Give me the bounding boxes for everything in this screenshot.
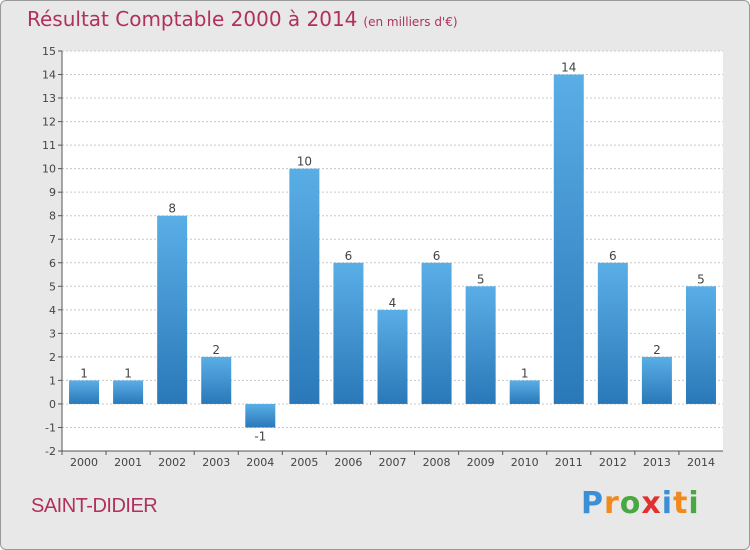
- bar-value-label: 5: [697, 272, 705, 286]
- x-tick-label: 2004: [246, 456, 274, 469]
- y-tick-label: 3: [49, 327, 56, 340]
- bar: [377, 309, 408, 404]
- y-tick-label: 9: [49, 186, 56, 199]
- y-tick-label: 14: [42, 69, 56, 82]
- x-tick-label: 2003: [202, 456, 230, 469]
- y-tick-label: 2: [49, 351, 56, 364]
- bar: [553, 74, 584, 404]
- bar-value-label: 6: [609, 249, 617, 263]
- bar-value-label: 6: [345, 249, 353, 263]
- bar: [465, 286, 496, 404]
- x-tick-label: 2007: [379, 456, 407, 469]
- bar-value-label: 1: [124, 366, 132, 380]
- logo-letter: i: [688, 486, 700, 521]
- x-tick-label: 2013: [643, 456, 671, 469]
- x-tick-label: 2012: [599, 456, 627, 469]
- bar: [157, 215, 188, 404]
- bar: [245, 403, 276, 428]
- bar-value-label: 5: [477, 272, 485, 286]
- x-tick-label: 2002: [158, 456, 186, 469]
- y-tick-label: 15: [42, 45, 56, 58]
- bar: [421, 262, 452, 404]
- x-tick-label: 2006: [334, 456, 362, 469]
- bar: [69, 380, 100, 404]
- proxiti-logo: Proxiti: [581, 486, 700, 521]
- y-tick-label: 5: [49, 280, 56, 293]
- x-tick-label: 2008: [423, 456, 451, 469]
- logo-letter: i: [661, 486, 674, 521]
- logo-letter: r: [604, 486, 620, 521]
- logo-letter: t: [673, 486, 689, 521]
- bar: [201, 356, 232, 404]
- bar-value-label: 8: [168, 202, 176, 216]
- bar-value-label: 1: [521, 366, 529, 380]
- bar: [597, 262, 628, 404]
- logo-letter: o: [619, 486, 642, 521]
- y-tick-label: 7: [49, 233, 56, 246]
- x-tick-label: 2014: [687, 456, 715, 469]
- x-tick-label: 2011: [555, 456, 583, 469]
- logo-letter: x: [641, 486, 662, 521]
- place-name: SAINT-DIDIER: [31, 495, 158, 517]
- title-text: Résultat Comptable 2000 à 2014: [27, 7, 358, 31]
- bar: [289, 168, 320, 404]
- bar-value-label: 14: [561, 61, 576, 75]
- bar-value-label: 4: [389, 296, 397, 310]
- x-tick-label: 2001: [114, 456, 142, 469]
- y-tick-label: 0: [49, 398, 56, 411]
- y-tick-label: 4: [49, 304, 56, 317]
- y-tick-label: 10: [42, 163, 56, 176]
- bar-value-label: -1: [254, 429, 266, 443]
- y-tick-label: 12: [42, 116, 56, 129]
- x-tick-label: 2009: [467, 456, 495, 469]
- bar-value-label: 2: [653, 343, 661, 357]
- x-tick-label: 2010: [511, 456, 539, 469]
- logo-letter: P: [581, 486, 604, 521]
- bar-value-label: 2: [212, 343, 220, 357]
- x-tick-label: 2005: [290, 456, 318, 469]
- chart-subtitle: (en milliers d'€): [363, 15, 458, 29]
- bar-value-label: 1: [80, 366, 88, 380]
- bar-value-label: 6: [433, 249, 441, 263]
- bar-value-label: 10: [297, 155, 312, 169]
- y-tick-label: 13: [42, 92, 56, 105]
- y-tick-label: 6: [49, 257, 56, 270]
- x-tick-label: 2000: [70, 456, 98, 469]
- bar: [641, 356, 672, 404]
- bar: [509, 380, 540, 404]
- y-tick-label: 11: [42, 139, 56, 152]
- y-tick-label: 1: [49, 374, 56, 387]
- chart-title: Résultat Comptable 2000 à 2014 (en millie…: [27, 7, 458, 31]
- bar: [113, 380, 144, 404]
- bar: [685, 286, 716, 404]
- bar: [333, 262, 364, 404]
- y-tick-label: -1: [45, 421, 56, 434]
- y-tick-label: -2: [45, 445, 56, 458]
- y-tick-label: 8: [49, 210, 56, 223]
